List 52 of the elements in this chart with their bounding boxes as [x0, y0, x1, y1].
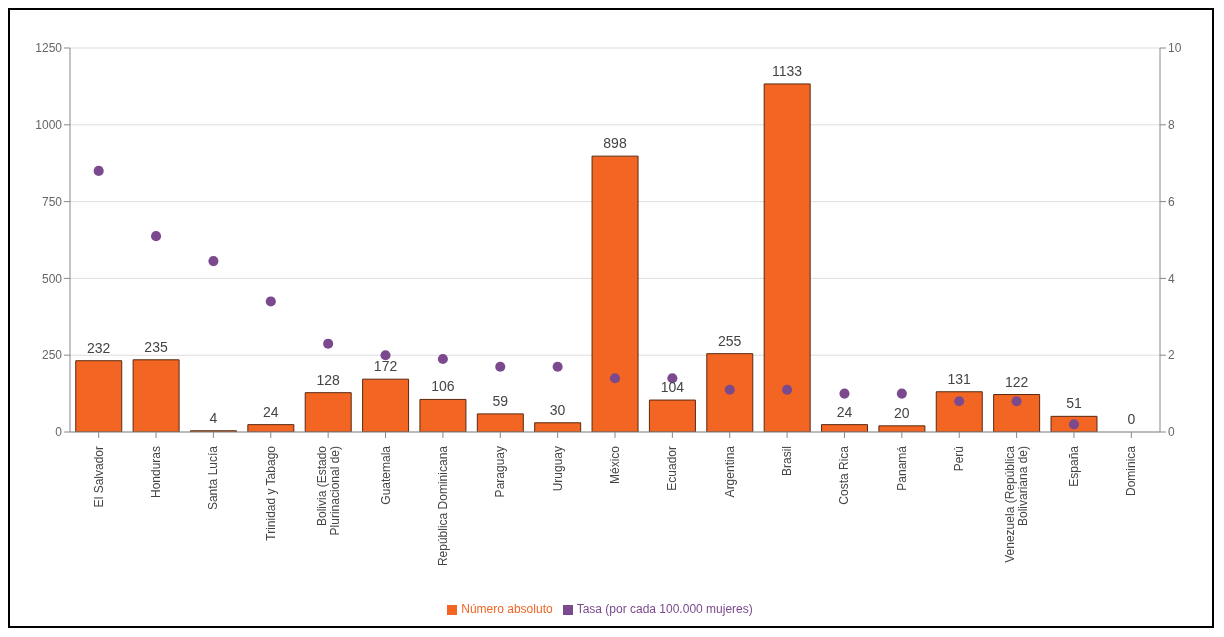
- data-label: 106: [431, 378, 455, 395]
- data-label: 235: [144, 338, 168, 355]
- x-tick-label: Perú: [952, 446, 967, 472]
- x-tick-label: Santa Lucía: [206, 445, 221, 511]
- data-label: 232: [87, 339, 111, 356]
- x-tick-label: Panamá: [894, 445, 909, 491]
- y-tick-label: 1000: [35, 118, 63, 133]
- data-label: 128: [316, 371, 341, 388]
- y-tick-label: 250: [41, 348, 63, 363]
- data-label: 24: [263, 403, 279, 420]
- x-tick-label: Argentina: [722, 445, 737, 498]
- data-label: 4: [209, 409, 218, 426]
- y-tick-label: 0: [55, 425, 63, 440]
- x-tick-label: República Dominicana: [435, 445, 450, 567]
- data-label: 122: [1004, 373, 1029, 390]
- x-tick-label: Costa Rica: [837, 445, 852, 505]
- x-tick-label: Guatemala: [378, 445, 393, 505]
- legend-label: Número absoluto: [461, 602, 553, 616]
- y2-tick-label: 8: [1168, 118, 1175, 133]
- data-label: 104: [660, 379, 685, 396]
- x-tick-label: Uruguay: [550, 446, 565, 492]
- y-tick-label: 750: [41, 194, 63, 209]
- data-label: 255: [718, 332, 742, 349]
- data-label: 51: [1066, 395, 1082, 412]
- y2-tick-label: 4: [1168, 271, 1175, 286]
- data-label: 30: [549, 401, 566, 418]
- data-label: 20: [894, 404, 910, 421]
- data-label: 59: [492, 392, 509, 409]
- x-tick-label: Dominica: [1124, 445, 1139, 497]
- data-label: 1133: [772, 62, 803, 79]
- x-tick-label: México: [608, 445, 622, 485]
- data-label: 0: [1127, 411, 1136, 427]
- data-label: 131: [947, 370, 972, 387]
- y-tick-label: 500: [41, 271, 63, 286]
- y2-tick-label: 2: [1168, 348, 1175, 363]
- y2-tick-label: 6: [1168, 194, 1175, 209]
- data-label: 172: [373, 358, 398, 375]
- x-tick-label: Trinidad y Tabago: [263, 445, 278, 541]
- x-tick-label: Venezuela (República Bolivariana de): [1003, 445, 1031, 563]
- y2-tick-label: 10: [1168, 41, 1182, 56]
- x-tick-label: Paraguay: [493, 446, 508, 498]
- y2-tick-label: 0: [1168, 425, 1175, 440]
- x-tick-label: Bolivia (Estado Plurinacional de): [314, 445, 342, 536]
- data-label: 24: [836, 403, 853, 420]
- x-tick-label: España: [1066, 445, 1081, 487]
- x-tick-label: Brasil: [780, 446, 795, 477]
- x-tick-label: El Salvador: [91, 446, 106, 508]
- legend-label: Tasa (por cada 100.000 mujeres): [576, 602, 753, 616]
- y-tick-label: 1250: [35, 41, 63, 56]
- x-tick-label: Honduras: [149, 446, 164, 499]
- data-label: 898: [603, 135, 627, 152]
- x-tick-label: Ecuador: [665, 446, 680, 491]
